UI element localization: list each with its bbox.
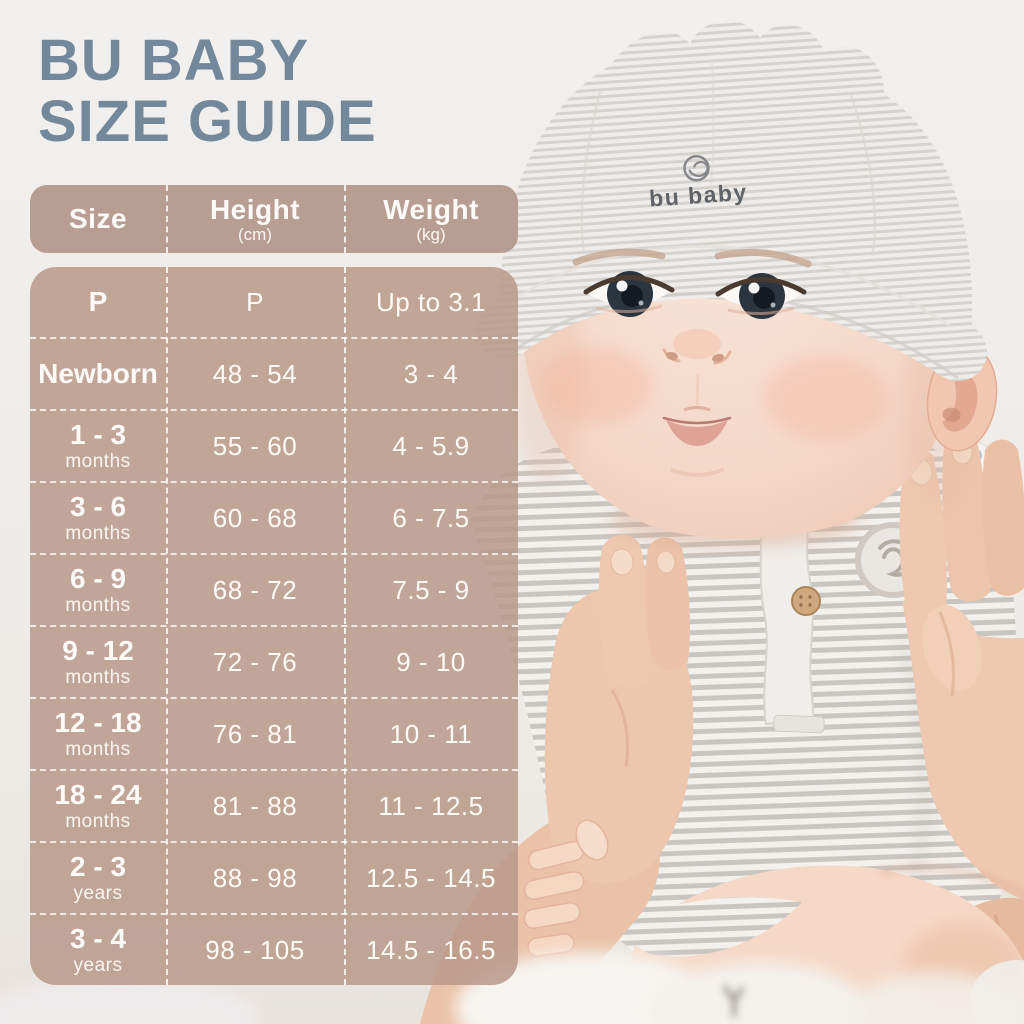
header-weight-label: Weight — [383, 193, 479, 225]
header-size-label: Size — [68, 203, 128, 234]
column-divider — [344, 267, 346, 985]
weight-cell: 4 - 5.9 — [392, 430, 470, 461]
size-main: 6 - 9 — [69, 563, 127, 595]
eyebrow — [714, 248, 812, 268]
height-cell: 72 - 76 — [212, 646, 298, 677]
baby-nose — [662, 329, 732, 365]
size-sub: months — [65, 738, 131, 760]
weight-cell: 14.5 - 16.5 — [366, 934, 496, 965]
table-row: 6 - 9 months 68 - 72 7.5 - 9 — [30, 553, 518, 625]
size-sub: months — [65, 594, 131, 616]
height-cell: 88 - 98 — [212, 862, 298, 893]
weight-cell: 10 - 11 — [389, 718, 473, 749]
size-main: 3 - 6 — [69, 491, 127, 523]
size-cell: 2 - 3 years — [30, 852, 166, 903]
weight-cell: 6 - 7.5 — [392, 502, 470, 533]
size-main: 2 - 3 — [69, 851, 127, 883]
cheek-blush — [540, 348, 652, 424]
size-cell: 9 - 12 months — [30, 636, 166, 687]
table-row: 3 - 6 months 60 - 68 6 - 7.5 — [30, 481, 518, 553]
size-main: 9 - 12 — [62, 635, 134, 667]
height-cell: P — [246, 286, 264, 317]
weight-cell: 12.5 - 14.5 — [366, 862, 496, 893]
table-row: P P Up to 3.1 — [30, 267, 518, 337]
size-main: 1 - 3 — [69, 419, 127, 451]
size-sub: years — [73, 882, 123, 904]
size-cell: 3 - 4 years — [30, 924, 166, 975]
table-row: 3 - 4 years 98 - 105 14.5 - 16.5 — [30, 913, 518, 985]
size-cell: P — [30, 286, 166, 318]
header-height: Height (cm) — [166, 185, 344, 253]
height-cell: 48 - 54 — [212, 358, 298, 389]
header-height-label: Height — [209, 193, 301, 225]
baby-eye-left — [583, 271, 675, 317]
header-size: Size — [30, 185, 166, 253]
header-height-unit: (cm) — [238, 224, 272, 244]
weight-cell: 9 - 10 — [396, 646, 466, 677]
size-sub: months — [65, 810, 131, 832]
height-cell: 76 - 81 — [212, 718, 298, 749]
page-title: BU BABY SIZE GUIDE — [38, 30, 377, 152]
onesie-hem — [620, 897, 802, 957]
baby-hand-gripping — [523, 819, 609, 957]
height-cell: 98 - 105 — [205, 934, 305, 965]
size-main: 18 - 24 — [54, 779, 142, 811]
size-cell: 12 - 18 months — [30, 708, 166, 759]
size-table-body: P P Up to 3.1 Newborn 48 - 54 3 - 4 1 - … — [30, 267, 518, 985]
plush-face-mark — [722, 984, 745, 1017]
plush-toy-blurred — [0, 952, 1024, 1024]
size-main: 12 - 18 — [54, 707, 142, 739]
height-cell: 68 - 72 — [212, 574, 298, 605]
table-row: 9 - 12 months 72 - 76 9 - 10 — [30, 625, 518, 697]
weight-cell: Up to 3.1 — [375, 286, 486, 317]
baby-head: bu baby — [476, 20, 998, 548]
table-row: 1 - 3 months 55 - 60 4 - 5.9 — [30, 409, 518, 481]
adult-hand-right — [899, 430, 1024, 900]
table-row: Newborn 48 - 54 3 - 4 — [30, 337, 518, 409]
size-cell: 3 - 6 months — [30, 492, 166, 543]
baby-eye-right — [715, 273, 807, 319]
size-cell: 1 - 3 months — [30, 420, 166, 471]
eyebrow — [572, 248, 666, 266]
weight-cell: 11 - 12.5 — [378, 790, 484, 821]
column-divider — [166, 185, 168, 253]
size-sub: months — [65, 450, 131, 472]
weight-cell: 3 - 4 — [403, 358, 459, 389]
title-line-2: SIZE GUIDE — [38, 89, 377, 154]
size-main: P — [88, 286, 108, 318]
size-sub: years — [73, 954, 123, 976]
size-main: Newborn — [38, 358, 158, 390]
size-main: 3 - 4 — [69, 923, 127, 955]
baby-face — [540, 248, 888, 477]
hat-band — [476, 240, 987, 381]
wooden-button — [791, 586, 821, 616]
header-weight-unit: (kg) — [416, 224, 446, 244]
header-weight: Weight (kg) — [344, 185, 518, 253]
baby-hat: bu baby — [476, 20, 987, 381]
height-cell: 60 - 68 — [212, 502, 298, 533]
size-sub: months — [65, 666, 131, 688]
table-row: 12 - 18 months 76 - 81 10 - 11 — [30, 697, 518, 769]
weight-cell: 7.5 - 9 — [392, 574, 470, 605]
chin-crease — [670, 468, 724, 477]
cheek-blush — [764, 356, 888, 440]
size-cell: 18 - 24 months — [30, 780, 166, 831]
size-cell: Newborn — [30, 358, 166, 390]
height-cell: 55 - 60 — [212, 430, 298, 461]
table-row: 2 - 3 years 88 - 98 12.5 - 14.5 — [30, 841, 518, 913]
height-cell: 81 - 88 — [212, 790, 298, 821]
size-sub: months — [65, 522, 131, 544]
title-line-1: BU BABY — [38, 28, 310, 93]
size-cell: 6 - 9 months — [30, 564, 166, 615]
table-row: 18 - 24 months 81 - 88 11 - 12.5 — [30, 769, 518, 841]
baby-mouth — [662, 406, 732, 446]
column-divider — [344, 185, 346, 253]
size-table-header: Size Height (cm) Weight (kg) — [30, 185, 518, 253]
column-divider — [166, 267, 168, 985]
